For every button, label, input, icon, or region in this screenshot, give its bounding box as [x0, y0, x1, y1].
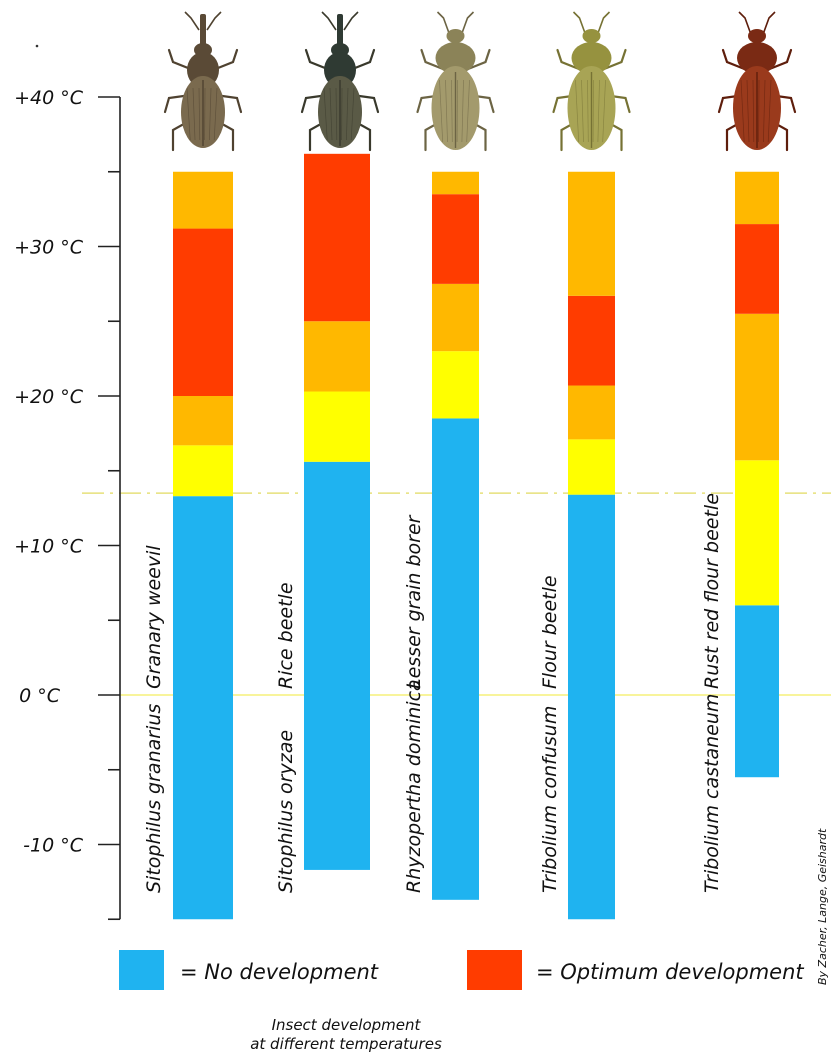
bar-segment-no-development: [568, 494, 615, 920]
y-tick-label: 0 °C: [19, 685, 61, 707]
bar-segment-orange: [735, 313, 779, 461]
common-name-label: Flour beetle: [539, 575, 561, 689]
rice-beetle-icon: [300, 11, 380, 152]
bar-segment-orange: [173, 171, 233, 229]
latin-name-label: Tribolium castaneum: [701, 694, 723, 893]
legend-swatch-optimum-development: [467, 950, 522, 990]
bar-lesser-grain-borer: [432, 171, 479, 900]
bar-segment-orange: [568, 171, 615, 296]
chart-caption-line-1: Insect development: [272, 1016, 422, 1034]
bar-segment-yellow: [568, 439, 615, 495]
common-name-label: Granary weevil: [143, 545, 165, 689]
bar-segment-optimum: [735, 224, 779, 314]
bar-segment-orange: [304, 321, 370, 392]
bar-segment-orange: [432, 171, 479, 195]
bar-segment-yellow: [173, 445, 233, 497]
bar-rice-beetle: [304, 153, 370, 870]
bar-segment-optimum: [173, 228, 233, 396]
bar-segment-yellow: [304, 391, 370, 462]
rust-red-flour-beetle-icon: [717, 11, 797, 152]
common-name-label: Rice beetle: [275, 582, 297, 689]
bar-segment-orange: [735, 171, 779, 225]
y-tick-label: +10 °C: [14, 536, 84, 558]
flour-beetle-icon: [552, 11, 631, 152]
bar-segment-no-development: [735, 605, 779, 778]
latin-name-label: Sitophilus oryzae: [275, 730, 297, 893]
bar-segment-no-development: [304, 461, 370, 870]
chart-credit: By Zacher, Lange, Geishardt: [816, 828, 829, 985]
granary-weevil-icon: [163, 11, 243, 152]
bar-segment-optimum: [432, 194, 479, 284]
y-tick-label: +40 °C: [14, 87, 84, 109]
legend-label-no-development: = No development: [180, 960, 379, 984]
y-tick-label: -10 °C: [23, 835, 84, 857]
bar-granary-weevil: [173, 171, 233, 920]
bar-segment-no-development: [432, 418, 479, 900]
bar-segment-optimum: [568, 295, 615, 386]
bar-segment-no-development: [173, 496, 233, 920]
y-tick-label: +20 °C: [14, 386, 84, 408]
legend-label-optimum-development: = Optimum development: [536, 960, 804, 984]
bar-segment-orange: [568, 385, 615, 440]
lesser-grain-borer-icon: [416, 11, 495, 152]
stray-dot: [35, 44, 39, 48]
latin-name-label: Tribolium confusum: [539, 706, 561, 893]
chart-caption-line-2: at different temperatures: [250, 1035, 442, 1053]
bar-segment-orange: [173, 396, 233, 446]
legend-swatch-no-development: [119, 950, 164, 990]
bar-segment-yellow: [432, 351, 479, 419]
bar-segment-orange: [432, 283, 479, 352]
y-tick-label: +30 °C: [14, 237, 84, 259]
latin-name-label: Sitophilus granarius: [143, 704, 165, 893]
bar-segment-yellow: [735, 460, 779, 606]
common-name-label: Rust red flour beetle: [701, 493, 723, 689]
latin-name-label: Rhyzopertha dominica: [403, 679, 425, 893]
common-name-label: Lesser grain borer: [403, 514, 425, 689]
bar-segment-optimum: [304, 153, 370, 322]
bar-rust-red-flour-beetle: [735, 171, 779, 778]
bar-flour-beetle: [568, 171, 615, 920]
